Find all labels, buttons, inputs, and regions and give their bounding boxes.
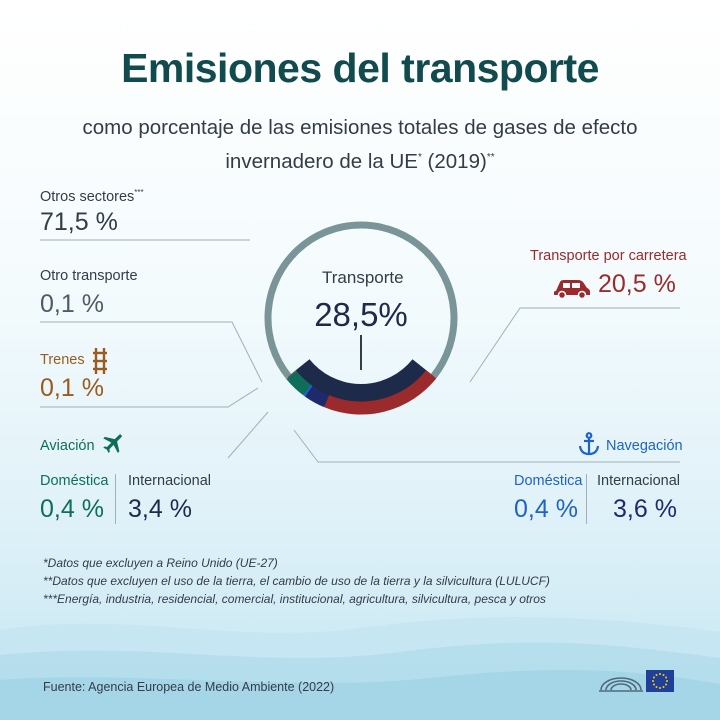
eu-flag-star [655, 686, 658, 689]
eu-flag-star [659, 673, 661, 675]
segment-carretera [324, 370, 437, 415]
otros-sectores-value: 71,5 % [40, 208, 118, 236]
eu-flag-star [662, 673, 665, 676]
source-text: Fuente: Agencia Europea de Medio Ambient… [43, 680, 335, 694]
navegacion-label: Navegación [606, 438, 683, 454]
footnote-1: *Datos que excluyen a Reino Unido (UE-27… [43, 556, 278, 570]
leader-aviacion [227, 411, 269, 459]
eu-flag-icon [646, 670, 674, 692]
car-icon [554, 280, 590, 300]
subtitle-text: invernadero de la UE [225, 149, 418, 173]
segment-transporte-total [287, 358, 435, 412]
trenes-value: 0,1 % [40, 374, 104, 402]
trenes-label: Trenes [40, 352, 85, 368]
european-parliament-logo [599, 677, 643, 692]
eu-flag-star [662, 686, 665, 689]
leader-navegacion [293, 429, 680, 463]
subtitle-line-2: invernadero de la UE* (2019)** [0, 143, 720, 177]
eu-flag-star [655, 673, 658, 676]
navegacion-internacional-label: Internacional [597, 473, 681, 489]
eu-flag-star [659, 687, 661, 689]
navegacion-domestica-label: Doméstica [514, 473, 583, 489]
aviacion-divider [115, 474, 116, 524]
aviacion-domestica-label: Doméstica [40, 473, 109, 489]
leader-trenes [40, 387, 259, 408]
plane-icon [103, 434, 122, 453]
center-value: 28,5% [314, 296, 408, 333]
eu-flag-star [665, 683, 668, 686]
eu-flag-star [652, 683, 655, 686]
eu-flag-star [652, 680, 654, 682]
carretera-label: Transporte por carretera [530, 248, 687, 264]
train-icon [93, 348, 107, 374]
center-label: Transporte [322, 268, 404, 287]
footnote-3: ***Energía, industria, residencial, come… [43, 592, 546, 606]
subtitle-sup-2: ** [486, 152, 495, 163]
leader-carretera [469, 307, 680, 383]
subtitle-year: (2019) [421, 149, 487, 173]
carretera-value: 20,5 % [598, 270, 676, 298]
leader-otro-transporte [40, 321, 263, 383]
wave-background [0, 617, 720, 720]
otro-transporte-value: 0,1 % [40, 290, 104, 318]
footnote-2: **Datos que excluyen el uso de la tierra… [43, 574, 550, 588]
otro-transporte-label: Otro transporte [40, 268, 138, 284]
segment-navegacion-domestica [303, 384, 313, 397]
donut-segments [264, 221, 458, 415]
segment-navegacion-internacional [305, 385, 330, 408]
navegacion-divider [586, 474, 587, 524]
subtitle-line-1: como porcentaje de las emisiones totales… [82, 116, 638, 139]
navegacion-domestica-value: 0,4 % [514, 495, 578, 523]
segment-aviacion-internacional [288, 372, 311, 396]
aviacion-label: Aviación [40, 438, 95, 454]
otros-sectores-text: Otros sectores [40, 188, 135, 205]
center-label-group: Transporte [322, 268, 404, 288]
anchor-icon [578, 432, 600, 456]
page-title: Emisiones del transporte [121, 45, 599, 91]
aviacion-internacional-value: 3,4 % [128, 495, 192, 523]
eu-flag-star [665, 676, 668, 679]
eu-flag-star [666, 680, 668, 682]
otros-sectores-sup: *** [134, 188, 144, 197]
segment-otros-sectores [264, 221, 458, 379]
subtitle-sup: * [417, 152, 422, 163]
aviacion-internacional-label: Internacional [128, 473, 212, 489]
footnotes: *Datos que excluyen a Reino Unido (UE-27… [43, 554, 550, 608]
segment-aviacion-domestica [286, 371, 298, 382]
eu-flag-star [652, 676, 655, 679]
otros-sectores-label: Otros sectores*** [40, 188, 144, 205]
aviacion-domestica-value: 0,4 % [40, 495, 104, 523]
navegacion-internacional-value: 3,6 % [613, 495, 677, 523]
leader-lines [40, 239, 680, 463]
page-subtitle: como porcentaje de las emisiones totales… [0, 113, 720, 177]
